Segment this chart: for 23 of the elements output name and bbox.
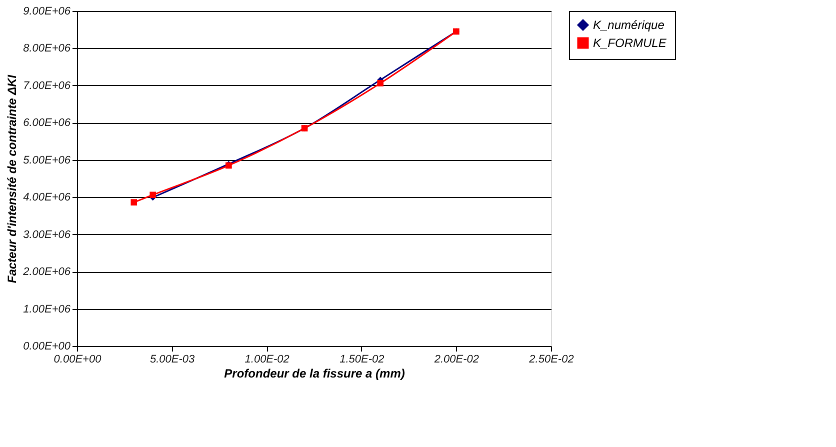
- y-tick-label: 7.00E+06: [23, 80, 72, 92]
- y-tick-label: 4.00E+06: [23, 192, 72, 204]
- x-axis-title: Profondeur de la fissure a (mm): [224, 366, 405, 380]
- legend-label: K_numérique: [593, 18, 665, 32]
- x-tick-label: 5.00E-03: [150, 354, 196, 366]
- y-tick-label: 9.00E+06: [23, 6, 72, 18]
- y-tick-label: 1.00E+06: [23, 303, 72, 316]
- y-tick-label: 0.00E+00: [23, 340, 72, 352]
- x-tick-label: 2.50E-02: [528, 354, 574, 366]
- x-tick-label: 1.00E-02: [244, 354, 290, 366]
- point: [130, 199, 138, 206]
- y-tick-label: 6.00E+06: [23, 117, 72, 130]
- legend-label: K_FORMULE: [593, 36, 668, 50]
- y-tick-label: 8.00E+06: [23, 42, 72, 55]
- y-tick-label: 2.00E+06: [22, 266, 72, 278]
- x-tick-label: 1.50E-02: [340, 354, 384, 366]
- point: [377, 80, 384, 86]
- x-tick-label: 0.00E+00: [54, 354, 102, 366]
- y-axis-title: Facteur d'intensité de contrainte ΔKI: [5, 74, 20, 284]
- x-tick-label: 2.00E-02: [433, 354, 480, 366]
- point: [150, 192, 156, 198]
- y-tick-label: 3.00E+06: [23, 228, 72, 241]
- y-tick-label: 5.00E+06: [23, 154, 72, 166]
